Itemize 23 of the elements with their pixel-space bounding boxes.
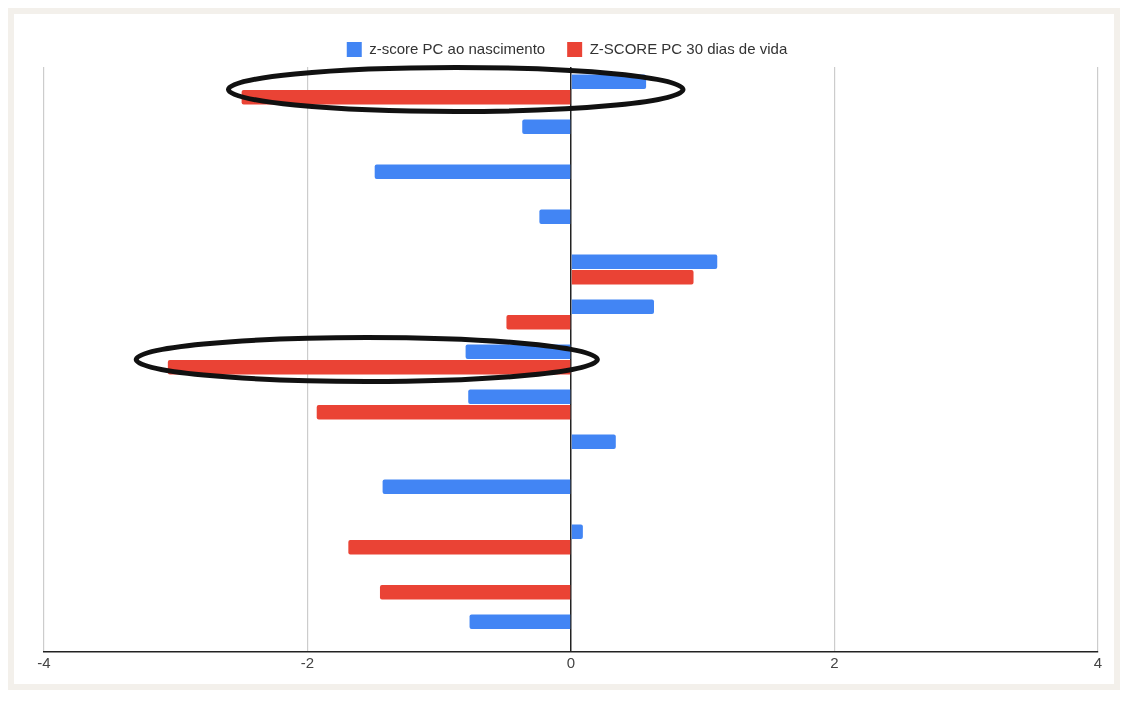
legend-label: z-score PC ao nascimento: [369, 39, 546, 57]
legend-label: Z-SCORE PC 30 dias de vida: [589, 39, 788, 57]
bar: [379, 584, 571, 600]
bar: [469, 614, 571, 630]
bar: [539, 209, 571, 225]
bar: [571, 254, 718, 270]
bar: [348, 539, 571, 555]
bar: [571, 299, 654, 315]
bar: [571, 434, 616, 450]
x-tick-label: -2: [300, 654, 315, 672]
bar: [468, 389, 571, 405]
bar: [382, 479, 571, 495]
bar: [374, 164, 571, 180]
x-tick-label: -4: [37, 654, 51, 672]
bar: [522, 119, 571, 135]
x-tick-label: 0: [566, 654, 576, 672]
bar: [506, 314, 571, 330]
x-tick-label: 2: [830, 654, 839, 672]
x-tick-label: 4: [1093, 654, 1103, 672]
bar: [571, 524, 583, 540]
bar: [316, 404, 571, 420]
bar: [241, 89, 571, 105]
bar: [571, 269, 694, 285]
